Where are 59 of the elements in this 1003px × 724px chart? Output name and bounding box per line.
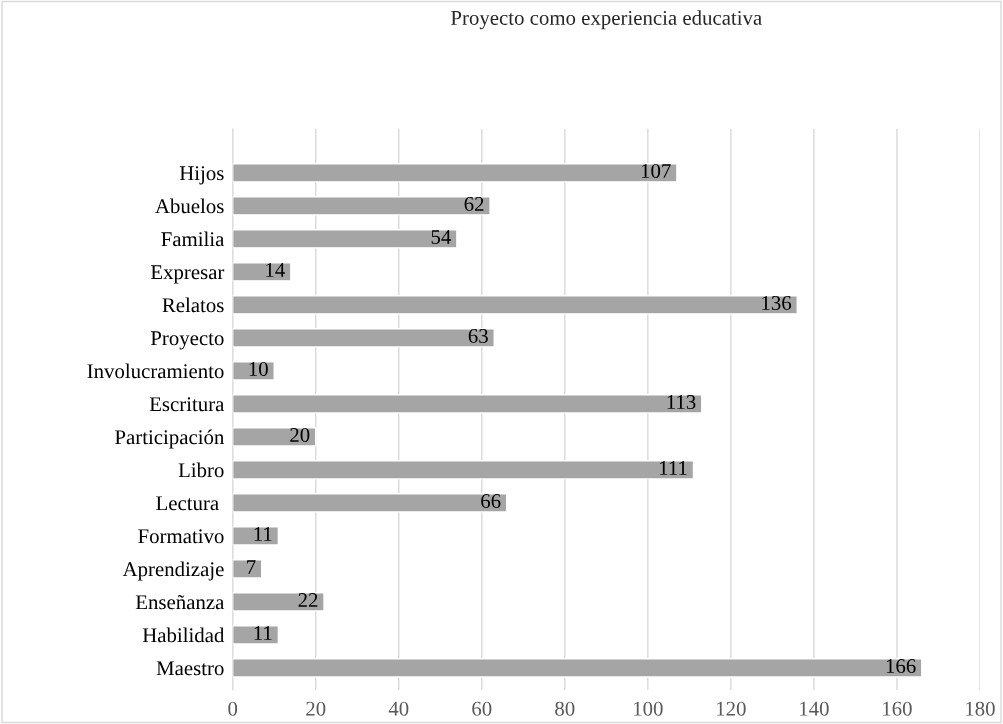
bar [232, 526, 280, 546]
bar [232, 559, 263, 579]
y-tick-label: Participación [115, 429, 225, 449]
data-label: 62 [464, 196, 484, 211]
bar [232, 229, 458, 249]
x-tick-label: 180 [966, 701, 995, 716]
y-tick-label: Aprendizaje [122, 561, 224, 581]
y-tick-label: Proyecto [150, 331, 224, 350]
bar [232, 328, 495, 348]
data-label: 20 [290, 427, 310, 443]
bar [232, 658, 923, 678]
x-tick-label: 100 [634, 701, 663, 716]
y-tick-label: Involucramiento [87, 363, 224, 379]
bar [232, 162, 678, 183]
data-label: 66 [481, 494, 501, 509]
x-tick-label: 0 [228, 701, 238, 716]
bar [232, 361, 275, 381]
x-tick-label: 120 [717, 701, 746, 716]
y-tick-label: Habilidad [142, 627, 225, 643]
data-label: 7 [247, 560, 256, 574]
data-label: 22 [298, 593, 318, 607]
data-label: 113 [667, 395, 696, 410]
y-tick-label: Escritura [149, 397, 225, 412]
data-label: 107 [641, 163, 671, 178]
data-label: 10 [249, 361, 268, 377]
data-label: 63 [468, 329, 488, 344]
x-tick-label: 160 [883, 701, 912, 716]
x-tick-label: 20 [306, 701, 326, 716]
y-tick-label: Expresar [150, 265, 225, 284]
data-label: 54 [431, 230, 451, 244]
data-label: 14 [266, 263, 285, 277]
y-tick-label: Relatos [162, 297, 224, 313]
x-tick-label: 140 [800, 701, 829, 716]
data-label: 136 [762, 296, 792, 311]
y-tick-label: Formativo [138, 529, 224, 544]
bar [232, 196, 491, 216]
bar [232, 625, 280, 645]
y-tick-label: Lectura [156, 496, 219, 511]
y-tick-label: Libro [178, 462, 224, 478]
x-tick-label: 60 [472, 701, 492, 716]
bar [232, 592, 325, 612]
data-label: 166 [886, 659, 916, 674]
bar [232, 262, 292, 282]
y-tick-label: Enseñanza [135, 595, 225, 610]
bar [232, 295, 798, 315]
x-tick-label: 80 [555, 701, 575, 716]
bar [232, 394, 703, 414]
y-tick-label: Maestro [156, 661, 224, 676]
y-tick-label: Hijos [179, 166, 224, 185]
chart-title: Proyecto como experiencia educativa [451, 10, 762, 30]
bar [232, 493, 508, 513]
y-tick-label: Abuelos [155, 198, 224, 214]
bar [232, 427, 317, 447]
data-label: 111 [660, 461, 687, 475]
y-tick-label: Familia [161, 231, 225, 247]
x-tick-label: 40 [388, 701, 409, 716]
data-label: 11 [254, 626, 272, 640]
data-label: 11 [254, 527, 272, 541]
bar [232, 460, 695, 480]
